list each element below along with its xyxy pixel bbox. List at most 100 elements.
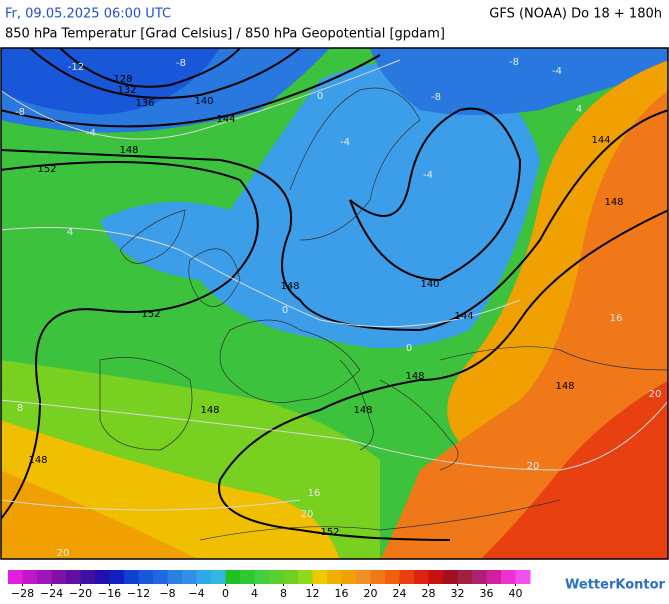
temperature-label: 0 — [317, 91, 323, 102]
colorbar-tick-label: 28 — [422, 587, 436, 600]
geopotential-label: 132 — [117, 85, 136, 96]
geopotential-label: 148 — [555, 381, 574, 392]
colorbar-segment — [167, 570, 183, 584]
temperature-label: -8 — [509, 57, 519, 68]
geopotential-label: 144 — [216, 114, 235, 125]
geopotential-label: 148 — [604, 197, 623, 208]
temperature-label: 20 — [57, 548, 70, 559]
colorbar-tick-label: 0 — [222, 587, 229, 600]
colorbar-tick-label: 36 — [480, 587, 494, 600]
geopotential-label: 152 — [141, 309, 160, 320]
geopotential-label: 148 — [28, 455, 47, 466]
colorbar-tick-label: −28 — [11, 587, 34, 600]
temperature-label: 4 — [576, 104, 582, 115]
subtitle: 850 hPa Temperatur [Grad Celsius] / 850 … — [5, 27, 445, 42]
colorbar-tick-label: −20 — [69, 587, 92, 600]
geopotential-label: 144 — [454, 311, 473, 322]
geopotential-label: 148 — [280, 281, 299, 292]
logo: WetterKontor — [565, 578, 666, 593]
colorbar-tick-label: −24 — [40, 587, 63, 600]
model-run: GFS (NOAA) Do 18 + 180h — [489, 7, 662, 22]
colorbar-segment — [515, 570, 531, 584]
colorbar-segment — [80, 570, 96, 584]
temperature-label: 20 — [527, 461, 540, 472]
colorbar-segment — [22, 570, 38, 584]
colorbar-segment — [486, 570, 502, 584]
colorbar-segment — [138, 570, 154, 584]
colorbar-tick-label: 8 — [280, 587, 287, 600]
colorbar-segment — [370, 570, 386, 584]
colorbar-segment — [356, 570, 371, 584]
colorbar-segment — [414, 570, 429, 584]
colorbar-segment — [312, 570, 328, 584]
colorbar-segment — [457, 570, 473, 584]
geopotential-label: 148 — [353, 405, 372, 416]
map-frame — [0, 47, 669, 560]
map-area — [1, 48, 668, 559]
geopotential-label: 140 — [194, 96, 213, 107]
colorbar-segment — [109, 570, 125, 584]
colorbar-segment — [269, 570, 284, 584]
colorbar-segment — [283, 570, 299, 584]
temperature-label: -8 — [176, 58, 186, 69]
geopotential-label: 140 — [420, 279, 439, 290]
geopotential-label: 136 — [135, 98, 154, 109]
colorbar-segment — [124, 570, 139, 584]
temperature-label: -4 — [552, 66, 562, 77]
colorbar-tick-label: −12 — [127, 587, 150, 600]
colorbar-tick-label: 20 — [364, 587, 378, 600]
colorbar-segment — [153, 570, 168, 584]
colorbar-segment — [66, 570, 81, 584]
temperature-label: 20 — [649, 389, 662, 400]
colorbar-tick-label: −16 — [98, 587, 121, 600]
colorbar-tick-label: −8 — [159, 587, 175, 600]
temperature-label: 4 — [67, 227, 73, 238]
colorbar-segment — [196, 570, 212, 584]
temperature-label: -12 — [68, 62, 84, 73]
geopotential-label: 128 — [113, 74, 132, 85]
colorbar-tick-label: 4 — [251, 587, 258, 600]
colorbar-segment — [443, 570, 458, 584]
colorbar-segment — [428, 570, 444, 584]
temperature-label: -8 — [431, 92, 441, 103]
temperature-label: -4 — [340, 137, 350, 148]
colorbar-segment — [37, 570, 52, 584]
geopotential-label: 148 — [405, 371, 424, 382]
datetime: Fr, 09.05.2025 06:00 UTC — [5, 7, 171, 22]
colorbar-segment — [225, 570, 241, 584]
colorbar-segment — [399, 570, 415, 584]
colorbar-segment — [211, 570, 226, 584]
temperature-label: -4 — [423, 170, 433, 181]
colorbar-segment — [8, 570, 23, 584]
geopotential-label: 148 — [200, 405, 219, 416]
temperature-label: 16 — [308, 488, 321, 499]
colorbar-segment — [254, 570, 270, 584]
geopotential-label: 152 — [37, 164, 56, 175]
colorbar-segment — [472, 570, 487, 584]
colorbar-segment — [95, 570, 110, 584]
temperature-label: 16 — [610, 313, 623, 324]
temperature-label: -8 — [15, 107, 25, 118]
geopotential-label: 148 — [119, 145, 138, 156]
colorbar-segment — [182, 570, 197, 584]
temperature-label: -4 — [86, 128, 96, 139]
colorbar-tick-label: −4 — [188, 587, 204, 600]
colorbar-segment — [501, 570, 516, 584]
colorbar-tick-label: 40 — [509, 587, 523, 600]
colorbar-segment — [51, 570, 67, 584]
colorbar-segment — [385, 570, 400, 584]
colorbar-segment — [240, 570, 255, 584]
geopotential-label: 152 — [320, 527, 339, 538]
colorbar-tick-label: 32 — [451, 587, 465, 600]
colorbar-segment — [341, 570, 357, 584]
colorbar-tick-label: 16 — [335, 587, 349, 600]
colorbar-tick-label: 12 — [306, 587, 320, 600]
colorbar-tick-label: 24 — [393, 587, 407, 600]
colorbar-segment — [327, 570, 342, 584]
colorbar-segment — [298, 570, 313, 584]
temperature-label: 8 — [17, 403, 23, 414]
geopotential-label: 144 — [591, 135, 610, 146]
temperature-label: 0 — [406, 343, 412, 354]
